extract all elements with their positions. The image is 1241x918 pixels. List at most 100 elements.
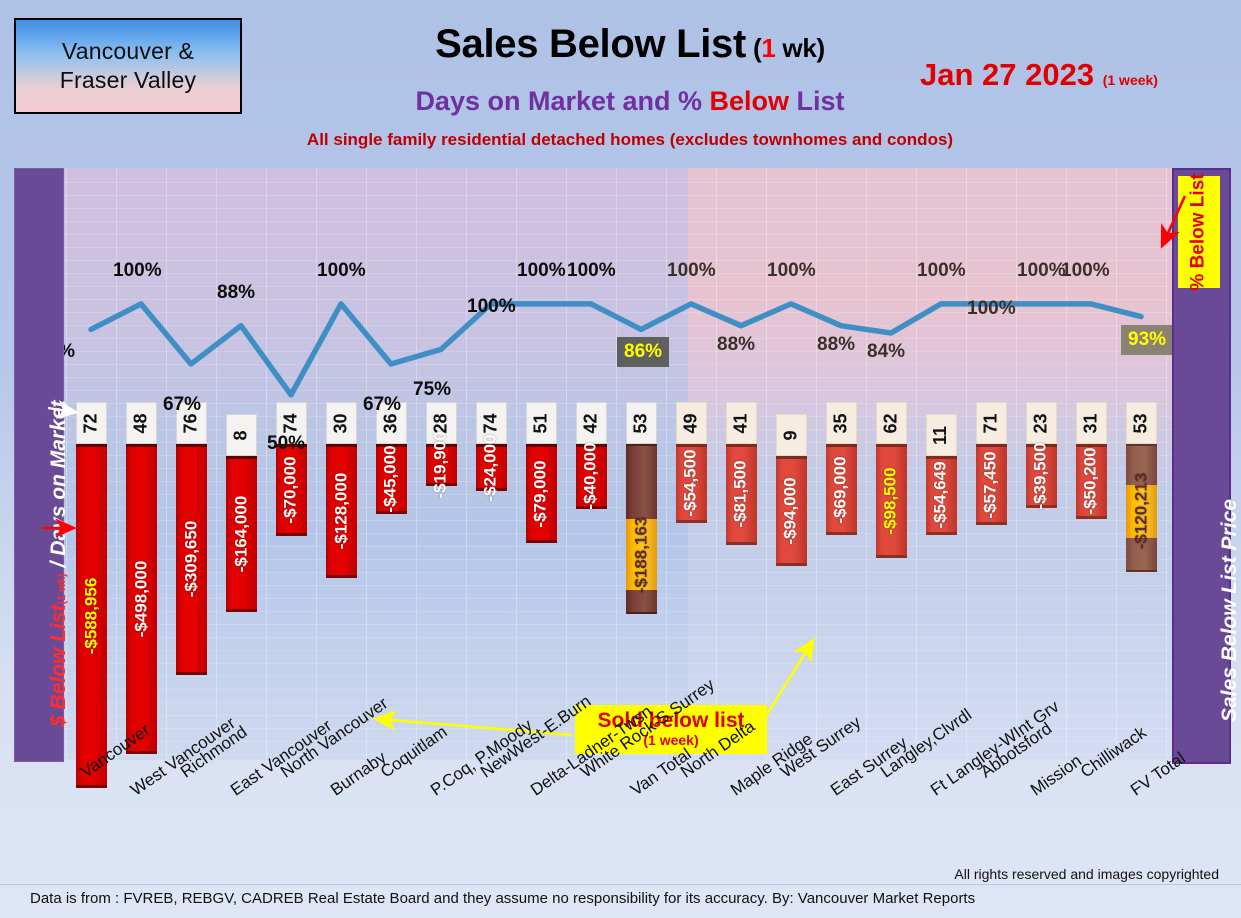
dollars-below-list-bar[interactable]: -$98,500 bbox=[875, 444, 907, 558]
gridline-horizontal bbox=[14, 624, 1227, 625]
days-on-market-box: 23 bbox=[1025, 402, 1057, 444]
total-value-segment: -$120,213 bbox=[1125, 473, 1157, 550]
dollars-below-list-bar[interactable]: -$588,956 bbox=[75, 444, 107, 788]
dollars-below-list-bar[interactable]: -$498,000 bbox=[125, 444, 157, 755]
report-date-text: Jan 27 2023 bbox=[920, 57, 1095, 92]
chart-column[interactable]: 53 -$188,163 bbox=[625, 168, 657, 760]
dollars-below-list-bar[interactable]: -$188,163 bbox=[625, 444, 657, 614]
gridline-horizontal bbox=[14, 403, 1227, 404]
chart-column[interactable]: 23 -$39,500 bbox=[1025, 168, 1057, 760]
dollars-below-list-bar[interactable]: -$309,650 bbox=[175, 444, 207, 675]
chart-column[interactable]: 62 -$98,500 bbox=[875, 168, 907, 760]
dollars-below-list-bar[interactable]: -$19,900 bbox=[425, 431, 457, 499]
dollars-below-list-bar[interactable]: -$70,000 bbox=[275, 444, 307, 536]
gridline-horizontal bbox=[14, 559, 1227, 560]
chart-column[interactable]: 28 -$19,900 bbox=[425, 168, 457, 760]
dollars-below-list-bar[interactable]: -$164,000 bbox=[225, 456, 257, 612]
chart-column[interactable]: 8 -$164,000 bbox=[225, 168, 257, 760]
dollars-below-list-label: -$128,000 bbox=[331, 472, 351, 550]
days-on-market-value: 51 bbox=[530, 412, 551, 434]
chart-column[interactable]: 48 -$498,000 bbox=[125, 168, 157, 760]
dollars-below-list-label: -$57,450 bbox=[981, 451, 1000, 519]
dollars-below-list-bar[interactable]: -$50,200 bbox=[1075, 444, 1107, 519]
days-on-market-value: 53 bbox=[1130, 412, 1151, 434]
dollars-below-list-bar[interactable]: -$128,000 bbox=[325, 444, 357, 578]
gridline-vertical bbox=[366, 168, 367, 760]
callout-line-1: Sold below list bbox=[597, 709, 745, 732]
chart-column[interactable]: 53 -$120,213 bbox=[1125, 168, 1157, 760]
chart-column[interactable]: 76 -$309,650 bbox=[175, 168, 207, 760]
gridline-horizontal bbox=[14, 260, 1227, 261]
chart-column[interactable]: 35 -$69,000 bbox=[825, 168, 857, 760]
gridline-horizontal bbox=[14, 481, 1227, 482]
days-on-market-value: 30 bbox=[330, 412, 351, 434]
days-on-market-box: 48 bbox=[125, 402, 157, 444]
dollars-below-list-bar[interactable]: -$94,000 bbox=[775, 456, 807, 567]
dollars-below-list-bar[interactable]: -$40,000 bbox=[575, 443, 607, 510]
percent-below-list-label: 100% bbox=[113, 259, 162, 281]
chart-column[interactable]: 51 -$79,000 bbox=[525, 168, 557, 760]
days-on-market-box: 49 bbox=[675, 402, 707, 444]
days-on-market-value: 23 bbox=[1030, 412, 1051, 434]
dollars-below-list-label: -$70,000 bbox=[281, 456, 300, 524]
chart-column[interactable]: 36 -$45,000 bbox=[375, 168, 407, 760]
gridline-horizontal bbox=[14, 689, 1227, 690]
days-on-market-value: 74 bbox=[480, 412, 501, 434]
dollars-below-list-bar[interactable]: -$39,500 bbox=[1025, 443, 1057, 510]
days-on-market-value: 41 bbox=[730, 412, 751, 434]
percent-below-list-label: 88% bbox=[817, 333, 856, 355]
days-on-market-box: 28 bbox=[425, 402, 457, 444]
gridline-vertical bbox=[916, 168, 917, 760]
chart-column[interactable]: 71 -$57,450 bbox=[975, 168, 1007, 760]
chart-column[interactable]: 9 -$94,000 bbox=[775, 168, 807, 760]
dollars-below-list-bar[interactable]: -$54,500 bbox=[675, 444, 707, 523]
gridline-horizontal bbox=[14, 273, 1227, 274]
days-on-market-box: 9 bbox=[775, 414, 807, 456]
dollars-below-list-label: -$81,500 bbox=[731, 460, 750, 529]
days-on-market-box: 36 bbox=[375, 402, 407, 444]
chart-column[interactable]: 74 -$24,000 bbox=[475, 168, 507, 760]
brand-logo-box: Vancouver & Fraser Valley bbox=[14, 18, 242, 114]
gridline-horizontal bbox=[14, 754, 1227, 755]
percent-below-list-label: 100% bbox=[317, 259, 366, 281]
dollars-below-list-bar[interactable]: -$79,000 bbox=[525, 444, 557, 543]
days-on-market-box: 30 bbox=[325, 402, 357, 444]
gridline-horizontal bbox=[14, 468, 1227, 469]
page-title: Sales Below List (1 wk) bbox=[320, 22, 940, 67]
chart-column[interactable]: 74 -$70,000 bbox=[275, 168, 307, 760]
dollars-below-list-bar[interactable]: -$120,213 bbox=[1125, 444, 1157, 573]
days-on-market-box: 74 bbox=[275, 402, 307, 444]
chart-column[interactable]: 41 -$81,500 bbox=[725, 168, 757, 760]
gridline-vertical bbox=[1116, 168, 1117, 760]
days-on-market-box: 72 bbox=[75, 402, 107, 444]
dollars-below-list-label: -$498,000 bbox=[131, 560, 151, 638]
percent-below-list-label: 100% bbox=[967, 297, 1016, 319]
dollars-below-list-bar[interactable]: -$45,000 bbox=[375, 444, 407, 514]
chart-column[interactable]: 72 -$588,956 bbox=[75, 168, 107, 788]
dollars-below-list-label: -$79,000 bbox=[531, 459, 550, 528]
dollars-below-list-bar[interactable]: -$24,000 bbox=[475, 434, 507, 501]
days-on-market-value: 62 bbox=[880, 412, 901, 434]
dollars-below-list-label: -$98,500 bbox=[881, 467, 900, 535]
percent-below-list-tag: % Below List bbox=[1178, 173, 1220, 291]
gridline-horizontal bbox=[14, 195, 1227, 196]
chart-column[interactable]: 31 -$50,200 bbox=[1075, 168, 1107, 760]
gridline-vertical bbox=[766, 168, 767, 760]
percent-below-list-label: 50% bbox=[267, 432, 306, 454]
chart-column[interactable]: 30 -$128,000 bbox=[325, 168, 357, 760]
days-on-market-box: 31 bbox=[1075, 402, 1107, 444]
dollars-below-list-bar[interactable]: -$54,649 bbox=[925, 456, 957, 535]
dollars-below-list-bar[interactable]: -$69,000 bbox=[825, 444, 857, 536]
dollars-below-list-label: -$50,200 bbox=[1081, 447, 1100, 515]
gridline-horizontal bbox=[14, 637, 1227, 638]
chart-column[interactable]: 42 -$40,000 bbox=[575, 168, 607, 760]
dollars-below-list-bar[interactable]: -$81,500 bbox=[725, 444, 757, 545]
days-on-market-box: 74 bbox=[475, 402, 507, 444]
percent-below-list-tag-label: % Below List bbox=[1188, 173, 1209, 291]
dollars-below-list-bar[interactable]: -$57,450 bbox=[975, 444, 1007, 526]
percent-below-list-label: 84% bbox=[867, 341, 906, 363]
percent-below-list-label: 100% bbox=[1061, 259, 1110, 281]
chart-column[interactable]: 49 -$54,500 bbox=[675, 168, 707, 760]
chart-column[interactable]: 11 -$54,649 bbox=[925, 168, 957, 760]
gridline-vertical bbox=[666, 168, 667, 760]
